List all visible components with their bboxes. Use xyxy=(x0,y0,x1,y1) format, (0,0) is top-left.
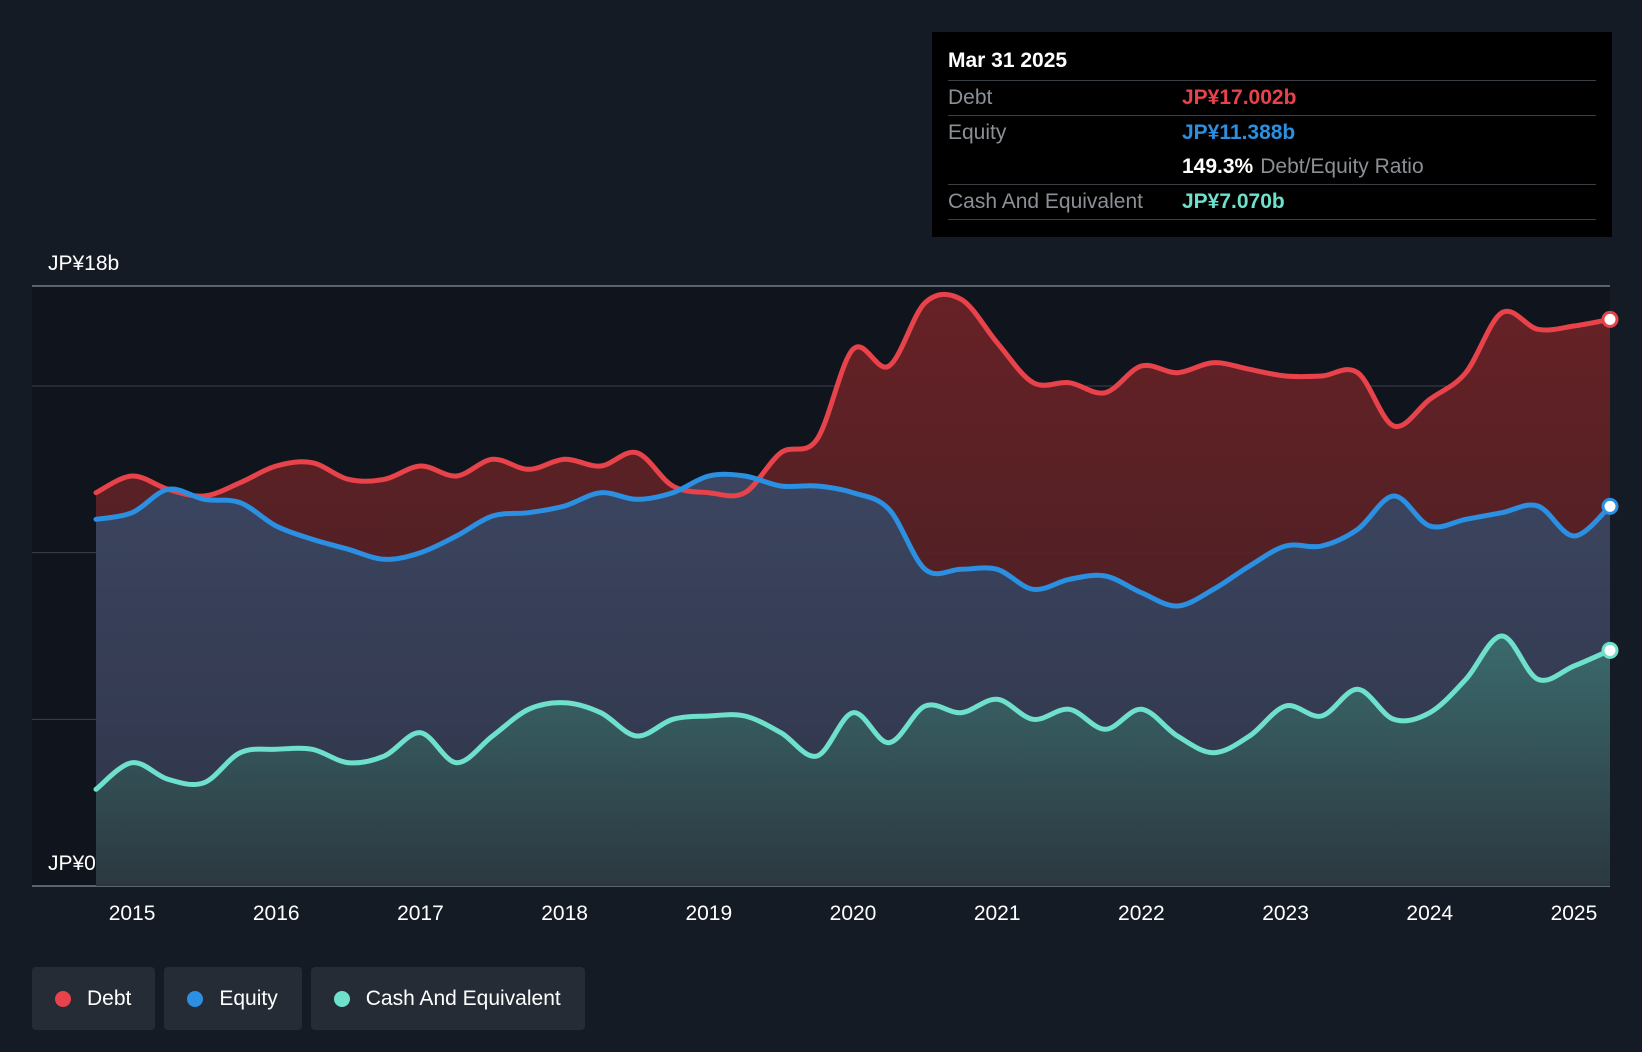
x-tick-label: 2018 xyxy=(541,902,588,925)
tooltip-cash-label: Cash And Equivalent xyxy=(948,190,1143,213)
tooltip-ratio-value: 149.3% xyxy=(1182,155,1254,178)
tooltip-equity-label: Equity xyxy=(948,121,1007,144)
debt-dot-icon xyxy=(55,990,71,1007)
tooltip-debt-row: Debt JP¥17.002b xyxy=(948,81,1596,116)
legend-label-cash: Cash And Equivalent xyxy=(365,986,561,1010)
cash-area xyxy=(96,636,1610,886)
x-tick-label: 2016 xyxy=(253,902,300,925)
tooltip-cash-value: JP¥7.070b xyxy=(1182,190,1285,213)
equity-dot-icon xyxy=(187,990,204,1007)
x-tick-label: 2015 xyxy=(109,902,156,925)
x-axis-ticks: 2015 2016 2017 2018 2019 2020 2021 2022 2023 2024… xyxy=(109,902,1598,925)
equity-line xyxy=(93,471,1613,609)
debt-line xyxy=(93,291,1613,499)
legend-label-equity: Equity xyxy=(219,986,278,1010)
tooltip-ratio-row: 149.3% Debt/Equity Ratio xyxy=(948,150,1596,185)
debt-endpoint[interactable] xyxy=(1601,310,1619,328)
legend-item-debt[interactable]: Debt xyxy=(32,967,156,1030)
tooltip-debt-label: Debt xyxy=(948,86,993,109)
x-tick-label: 2017 xyxy=(397,902,444,925)
tooltip-cash-row: Cash And Equivalent JP¥7.070b xyxy=(948,185,1596,220)
series-areas xyxy=(96,294,1610,887)
y-axis-top-label: JP¥18b xyxy=(48,252,119,275)
series-endpoints xyxy=(1601,310,1619,659)
x-tick-label: 2019 xyxy=(685,902,732,925)
x-tick-label: 2021 xyxy=(974,902,1021,925)
legend: Debt Equity Cash And Equivalent xyxy=(32,967,585,1030)
x-tick-label: 2025 xyxy=(1551,902,1598,925)
x-tick-label: 2023 xyxy=(1262,902,1309,925)
tooltip-ratio-label: Debt/Equity Ratio xyxy=(1260,155,1424,178)
equity-endpoint[interactable] xyxy=(1601,497,1619,515)
legend-item-cash[interactable]: Cash And Equivalent xyxy=(310,967,585,1030)
cash-endpoint[interactable] xyxy=(1601,641,1619,659)
tooltip-debt-value: JP¥17.002b xyxy=(1182,86,1297,109)
legend-item-equity[interactable]: Equity xyxy=(164,967,302,1030)
tooltip-equity-row: Equity JP¥11.388b xyxy=(948,116,1596,150)
x-tick-label: 2020 xyxy=(830,902,877,925)
cash-line xyxy=(93,633,1613,792)
tooltip-panel: Mar 31 2025 Debt JP¥17.002b Equity JP¥11… xyxy=(932,32,1612,237)
tooltip-date: Mar 31 2025 xyxy=(948,46,1596,81)
x-tick-label: 2024 xyxy=(1406,902,1453,925)
y-axis-bottom-label: JP¥0 xyxy=(48,852,96,875)
legend-label-debt: Debt xyxy=(87,986,132,1010)
tooltip-equity-value: JP¥11.388b xyxy=(1182,121,1296,144)
series-lines xyxy=(93,291,1613,792)
x-tick-label: 2022 xyxy=(1118,902,1165,925)
cash-dot-icon xyxy=(333,990,350,1007)
